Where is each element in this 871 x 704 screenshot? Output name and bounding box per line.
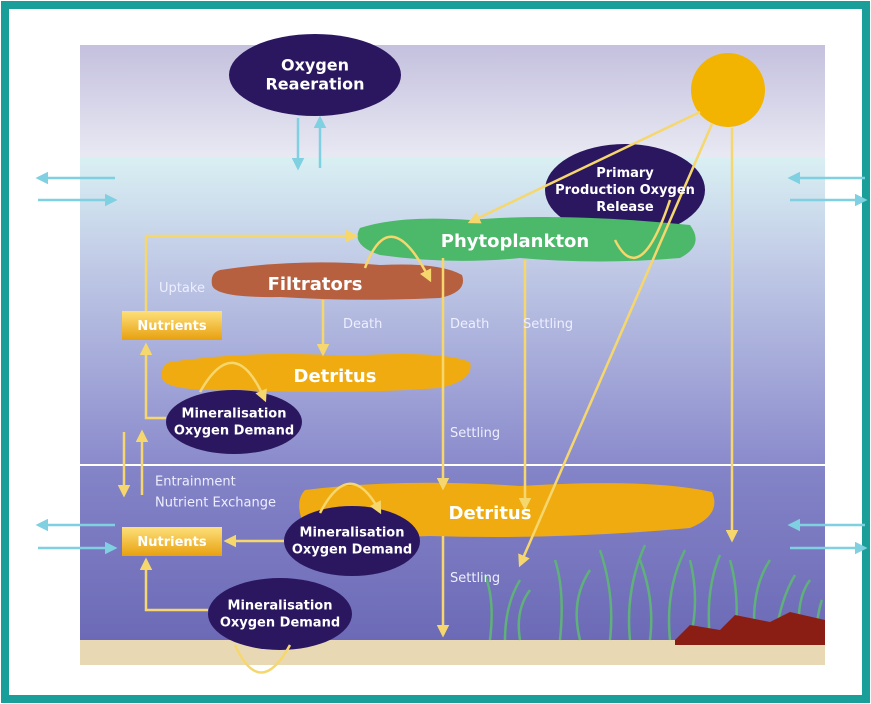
text-line: Mineralisation bbox=[182, 406, 287, 421]
text-line: Detritus bbox=[449, 503, 532, 524]
text-line: Settling bbox=[450, 571, 500, 586]
text-line: Phytoplankton bbox=[441, 231, 589, 252]
node-label: Filtrators bbox=[268, 274, 363, 295]
node-label: Detritus bbox=[294, 366, 377, 387]
node-label: Phytoplankton bbox=[441, 231, 589, 252]
text-line: Entrainment bbox=[155, 474, 236, 489]
text-line: Oxygen Demand bbox=[174, 423, 294, 438]
text-line: Death bbox=[450, 317, 489, 332]
text-line: Death bbox=[343, 317, 382, 332]
node-label: Oxygen Reaeration bbox=[265, 55, 364, 93]
text-line: Nutrient Exchange bbox=[155, 495, 276, 510]
flow-label: Entrainment Nutrient Exchange bbox=[155, 474, 276, 510]
flow-label: Death bbox=[343, 317, 382, 332]
text-line: Nutrients bbox=[137, 319, 207, 334]
node-label: Nutrients bbox=[137, 535, 207, 550]
flow-label: Settling bbox=[450, 571, 500, 586]
node-label: Mineralisation Oxygen Demand bbox=[174, 406, 294, 438]
text-line: Reaeration bbox=[265, 74, 364, 93]
nutrients-box bbox=[122, 527, 222, 556]
node-label: Primary Production Oxygen Release bbox=[555, 166, 695, 215]
text-line: Uptake bbox=[159, 281, 205, 296]
mineralisation-node bbox=[208, 578, 352, 650]
text-line: Settling bbox=[450, 426, 500, 441]
oxygen-reaeration-node bbox=[229, 34, 401, 116]
text-line: Nutrients bbox=[137, 535, 207, 550]
text-line: Production Oxygen bbox=[555, 183, 695, 198]
node-label: Nutrients bbox=[137, 319, 207, 334]
rocks bbox=[675, 612, 825, 645]
text-line: Mineralisation bbox=[228, 598, 333, 613]
node-label: Mineralisation Oxygen Demand bbox=[220, 598, 340, 630]
text-line: Primary bbox=[596, 166, 654, 181]
text-line: Release bbox=[596, 200, 654, 215]
text-line: Oxygen Demand bbox=[292, 542, 412, 557]
node-label: Mineralisation Oxygen Demand bbox=[292, 525, 412, 557]
filtrators-blob bbox=[211, 262, 464, 300]
node-label: Detritus bbox=[449, 503, 532, 524]
nutrients-box bbox=[122, 311, 222, 340]
flow-label: Death bbox=[450, 317, 489, 332]
text-line: Detritus bbox=[294, 366, 377, 387]
flow-label: Settling bbox=[523, 317, 573, 332]
side-arrows bbox=[35, 115, 868, 555]
phytoplankton-blob bbox=[357, 216, 696, 262]
flow-arrows bbox=[117, 110, 739, 674]
text-line: Oxygen bbox=[281, 55, 349, 74]
mineralisation-node bbox=[166, 390, 302, 454]
flow-label: Uptake bbox=[159, 281, 205, 296]
text-line: Filtrators bbox=[268, 274, 363, 295]
mineralisation-node bbox=[284, 506, 420, 576]
flow-label: Settling bbox=[450, 426, 500, 441]
text-line: Mineralisation bbox=[300, 525, 405, 540]
grass bbox=[483, 544, 824, 641]
text-line: Oxygen Demand bbox=[220, 615, 340, 630]
sun bbox=[691, 53, 765, 127]
text-line: Settling bbox=[523, 317, 573, 332]
